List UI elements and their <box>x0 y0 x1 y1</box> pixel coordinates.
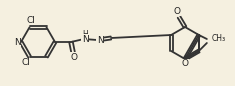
Text: CH₃: CH₃ <box>212 34 226 44</box>
Text: O: O <box>181 60 188 69</box>
Text: N: N <box>14 37 20 47</box>
Text: Cl: Cl <box>26 16 35 25</box>
Text: N: N <box>82 34 88 44</box>
Text: N: N <box>97 36 103 44</box>
Text: H: H <box>82 29 88 39</box>
Text: O: O <box>70 52 78 61</box>
Text: O: O <box>173 7 180 15</box>
Text: CH₃: CH₃ <box>212 36 226 45</box>
Text: Cl: Cl <box>21 58 30 67</box>
